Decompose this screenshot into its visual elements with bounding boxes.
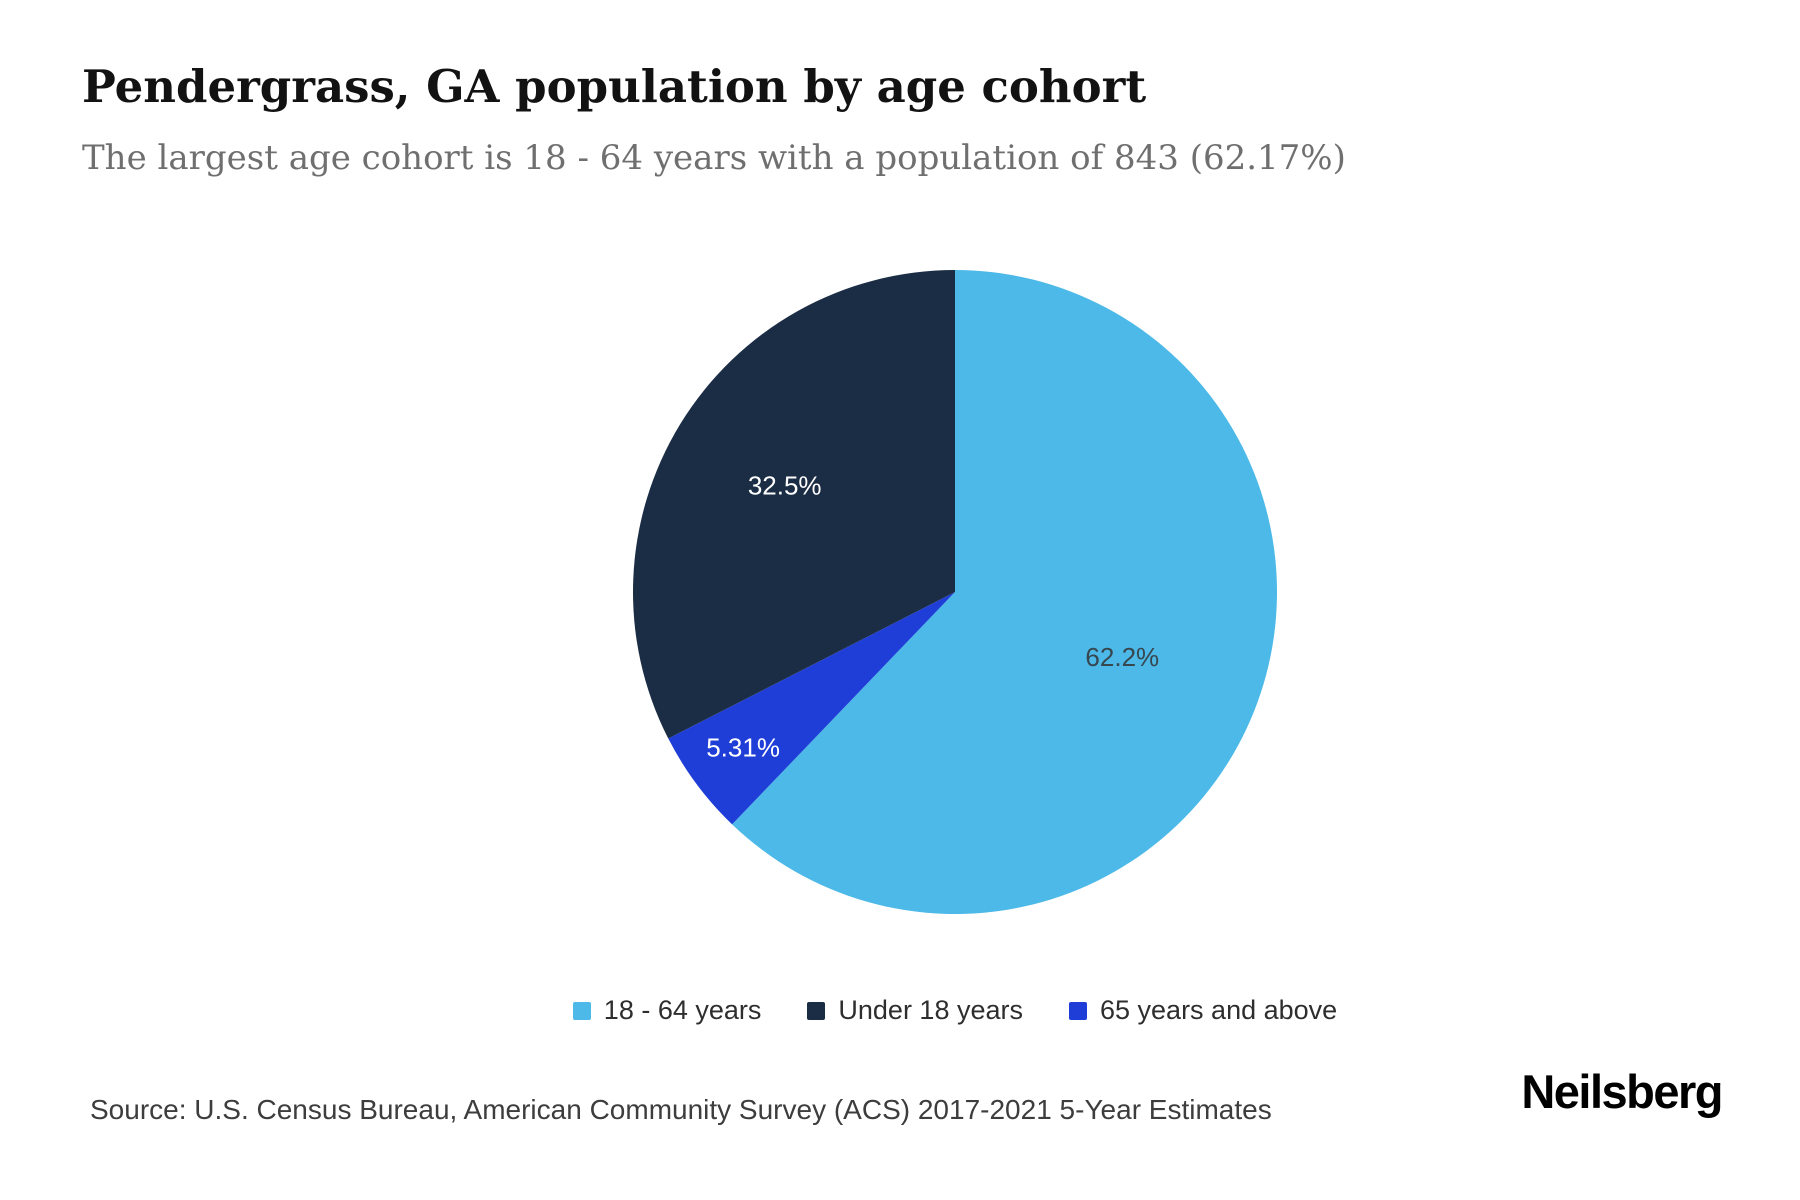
pie-slice-value-label: 62.2% bbox=[1085, 642, 1159, 672]
pie-chart-area: 62.2% 5.31% 32.5% bbox=[625, 262, 1285, 922]
legend-swatch bbox=[807, 1001, 826, 1020]
legend-label: Under 18 years bbox=[838, 995, 1023, 1025]
chart-title: Pendergrass, GA population by age cohort bbox=[82, 60, 1147, 113]
source-note: Source: U.S. Census Bureau, American Com… bbox=[90, 1094, 1272, 1125]
legend-swatch bbox=[572, 1001, 591, 1020]
legend-item-under-18-years[interactable]: Under 18 years bbox=[807, 995, 1023, 1026]
legend-item-18-64-years[interactable]: 18 - 64 years bbox=[572, 995, 762, 1026]
chart-subtitle: The largest age cohort is 18 - 64 years … bbox=[82, 138, 1346, 178]
pie-slice-value-label: 32.5% bbox=[748, 471, 822, 501]
pie-slice-value-label: 5.31% bbox=[706, 732, 780, 762]
pie-slice-18-64-years bbox=[732, 270, 1277, 915]
legend-swatch bbox=[1069, 1001, 1087, 1020]
pie-chart: 62.2% 5.31% 32.5% bbox=[632, 270, 1277, 915]
brand-logo: Neilsberg bbox=[1521, 1065, 1723, 1118]
pie-slice-under-18-years bbox=[632, 270, 955, 739]
legend-label: 65 years and above bbox=[1100, 995, 1338, 1025]
legend-item-65-years-and-above[interactable]: 65 years and above bbox=[1069, 995, 1337, 1026]
legend: 18 - 64 years Under 18 years 65 years and … bbox=[0, 995, 1800, 1026]
legend-label: 18 - 64 years bbox=[603, 995, 762, 1025]
pie-slice-65-years-and-above bbox=[668, 592, 955, 825]
